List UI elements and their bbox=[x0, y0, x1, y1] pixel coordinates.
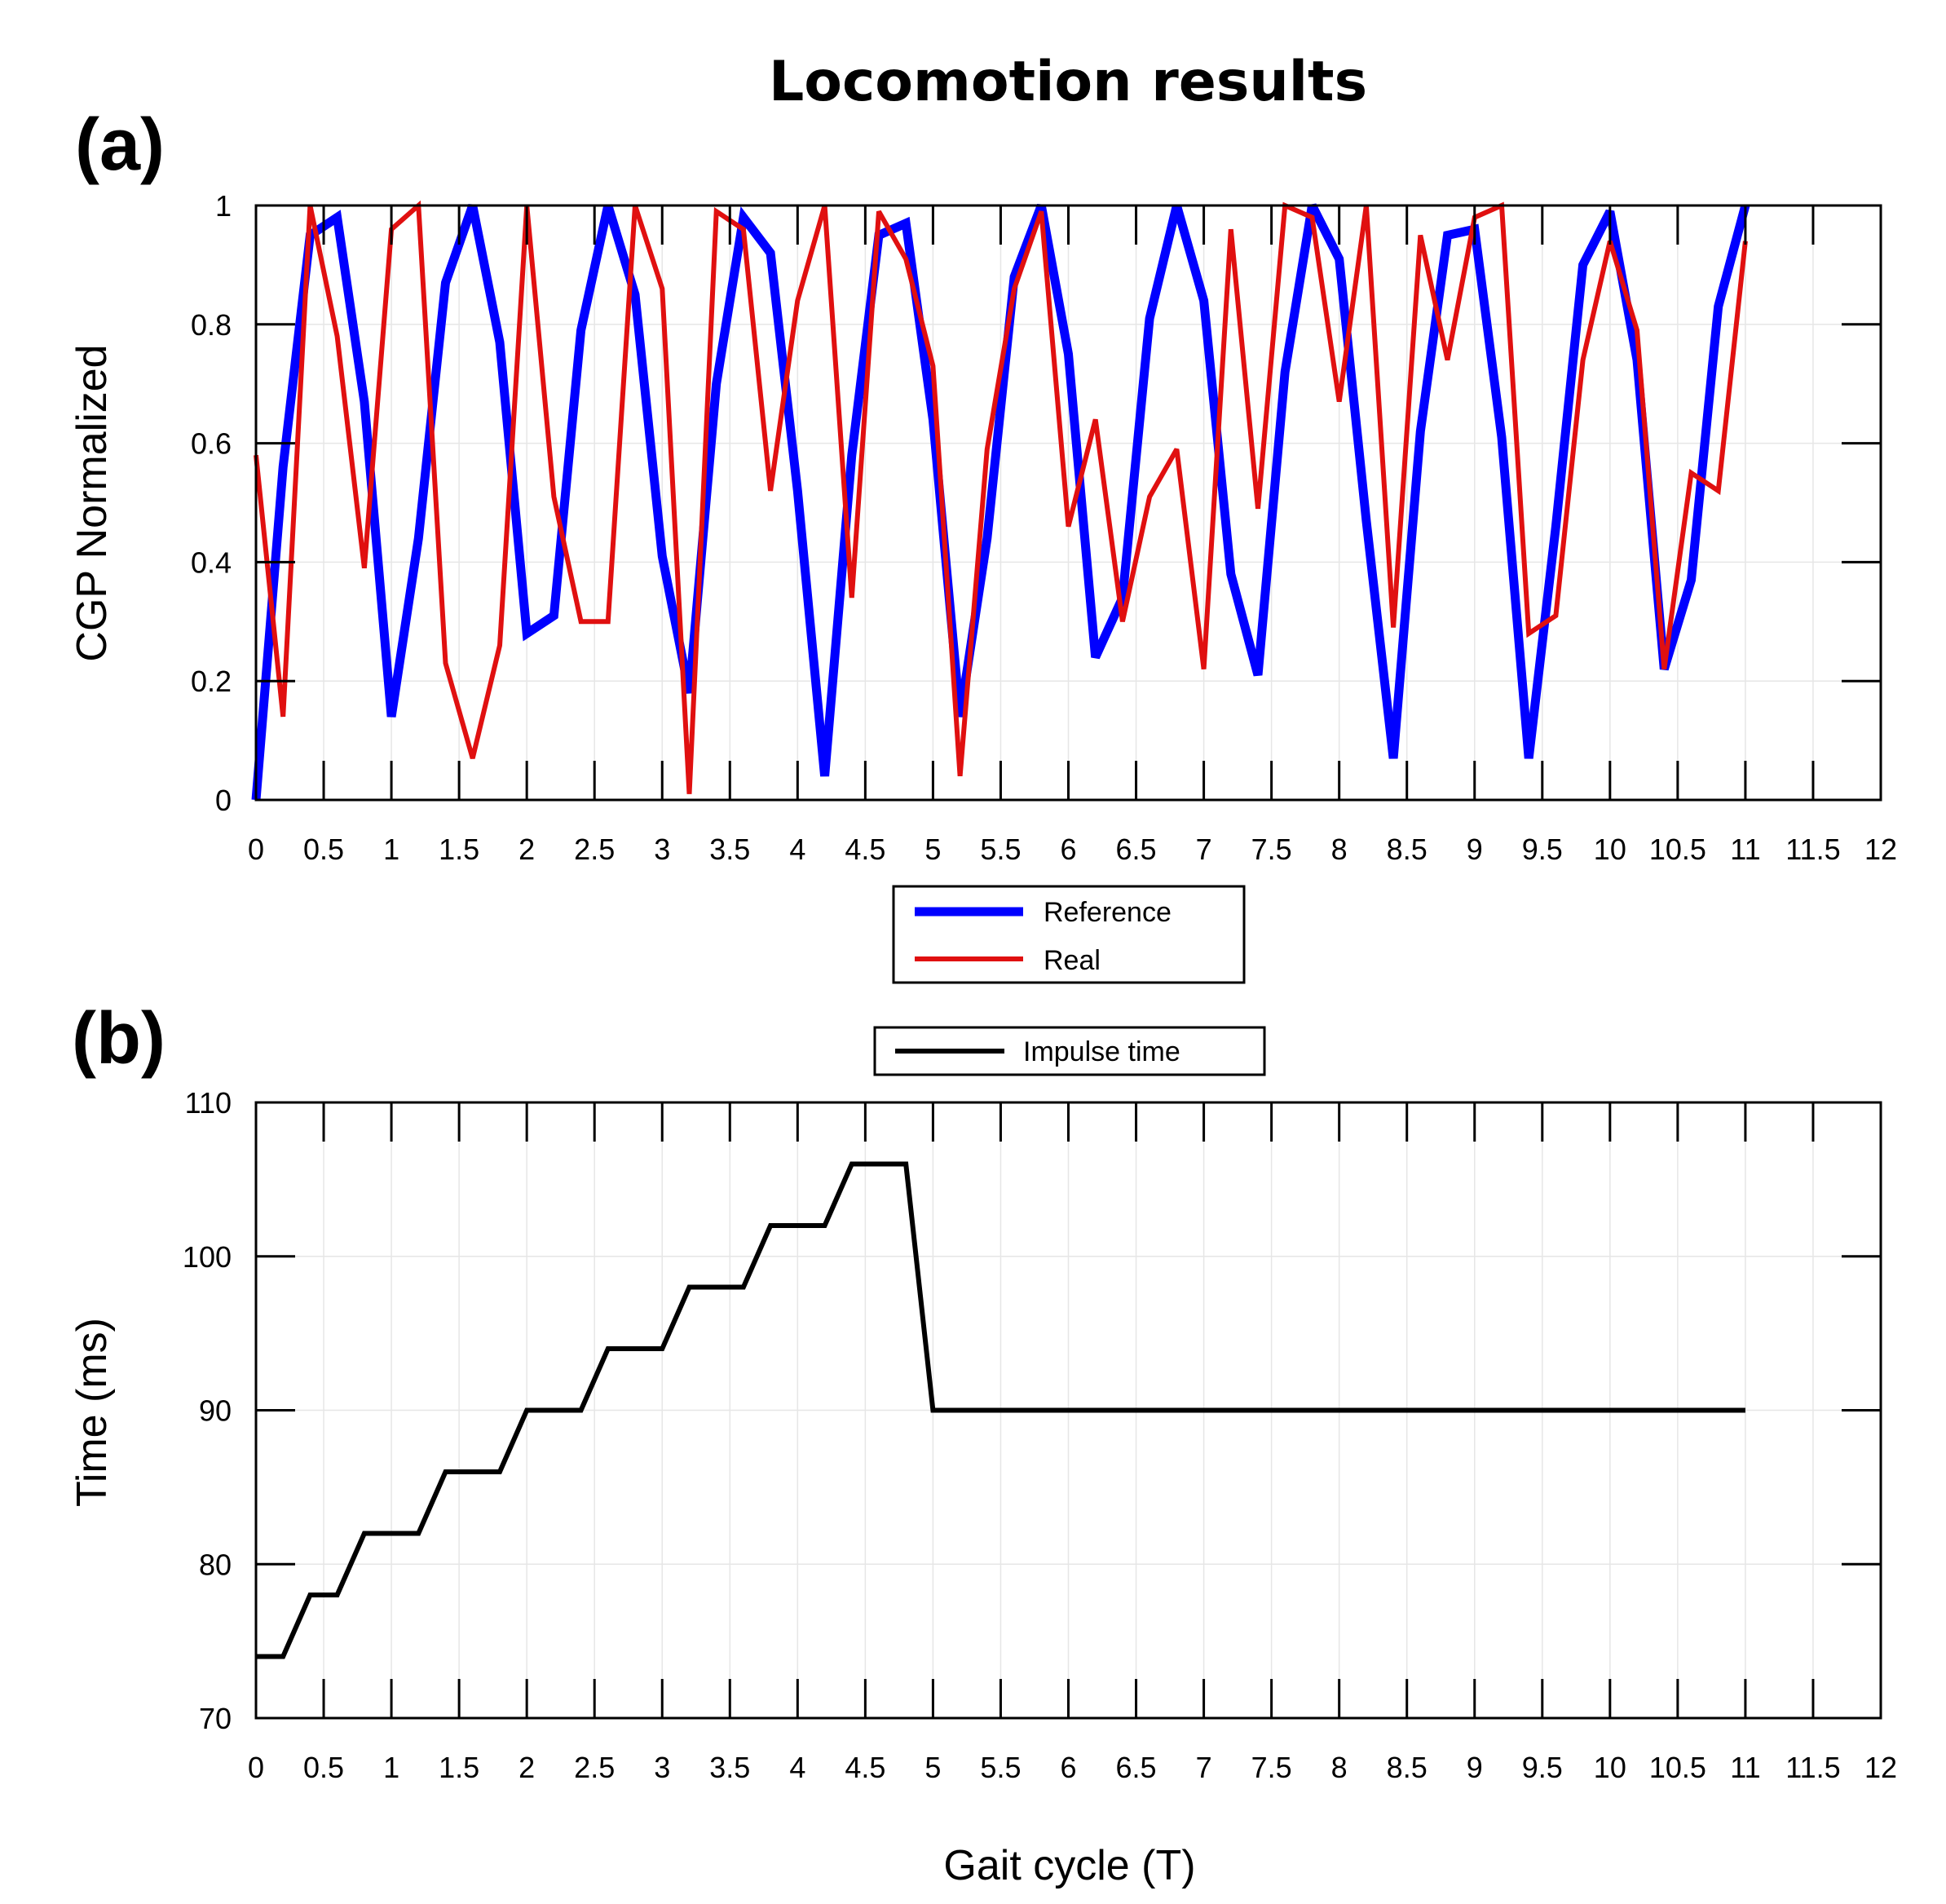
panel-a-x-tick-label: 6.5 bbox=[1116, 833, 1157, 866]
panel-b-x-tick-label: 10.5 bbox=[1649, 1751, 1706, 1784]
panel-b-series bbox=[256, 1161, 1745, 1659]
panel-a-x-tick-label: 9.5 bbox=[1522, 833, 1563, 866]
panel-b-y-axis-label: Time (ms) bbox=[68, 1318, 116, 1507]
panel-a-x-tick-label: 8 bbox=[1331, 833, 1348, 866]
series-line-reference bbox=[251, 203, 1750, 801]
panel-a-legend-box bbox=[892, 885, 1246, 984]
legend-label-reference: Reference bbox=[1044, 897, 1172, 928]
panel-a-x-tick-label: 6 bbox=[1060, 833, 1076, 866]
panel-a-x-tick-label: 0.5 bbox=[303, 833, 344, 866]
panel-a-y-tick-label: 0.4 bbox=[191, 546, 232, 579]
panel-b-x-tick-label: 5 bbox=[924, 1751, 941, 1784]
panel-b-y-tick-label: 100 bbox=[183, 1240, 232, 1274]
panel-a-y-tick-label: 0.6 bbox=[191, 427, 232, 461]
panel-b-frame bbox=[254, 1101, 1882, 1720]
panel-a-x-tick-label: 4.5 bbox=[845, 833, 885, 866]
panel-b-x-tick-label: 2.5 bbox=[574, 1751, 615, 1784]
panel-b-x-tick-label: 0.5 bbox=[303, 1751, 344, 1784]
panel-b-x-tick-label: 8 bbox=[1331, 1751, 1348, 1784]
panel-b-x-tick-label: 4.5 bbox=[845, 1751, 885, 1784]
panel-b-ticks: 0 0.5 1 1.5 2 2.5 3 3.5 4 4.5 5 5.5 6 6.5 7 7.5 8 8.5 9 9.5… bbox=[183, 1086, 1897, 1784]
panel-b-x-tick-label: 1 bbox=[383, 1751, 399, 1784]
panel-a-y-tick-label: 0.8 bbox=[191, 308, 232, 342]
panel-a-x-tick-label: 3 bbox=[654, 833, 670, 866]
panel-b-x-tick-label: 5.5 bbox=[980, 1751, 1021, 1784]
panel-a-x-tick-label: 3.5 bbox=[709, 833, 750, 866]
panel-b-x-tick-label: 0 bbox=[248, 1751, 264, 1784]
panel-a-x-tick-label: 11 bbox=[1730, 833, 1760, 866]
panel-a-y-tick-label: 1 bbox=[215, 189, 232, 223]
panel-a-x-tick-label: 4 bbox=[789, 833, 805, 866]
panel-b-x-tick-label: 12 bbox=[1864, 1751, 1897, 1784]
panel-a-x-tick-label: 8.5 bbox=[1387, 833, 1428, 866]
panel-a-x-tick-label: 1 bbox=[383, 833, 399, 866]
panel-a-x-tick-label: 5 bbox=[924, 833, 941, 866]
panel-b: (b) Impulse time 0 0.5 1 1.5 2 2.5 3 3.5 4 4.5 5 5.… bbox=[68, 998, 1897, 1889]
panel-a: (a) 0 0.5 1 1.5 2 2.5 3 3.5 4 4.5 5 5.5 6 6.5 7 7.5 8 8.5… bbox=[68, 104, 1897, 984]
panel-b-x-tick-label: 6.5 bbox=[1116, 1751, 1157, 1784]
panel-b-y-tick-label: 110 bbox=[185, 1086, 232, 1120]
panel-b-x-tick-label: 2 bbox=[518, 1751, 535, 1784]
panel-a-label: (a) bbox=[75, 104, 165, 186]
panel-b-x-tick-label: 3.5 bbox=[709, 1751, 750, 1784]
panel-a-x-tick-label: 1.5 bbox=[439, 833, 479, 866]
legend-label-real: Real bbox=[1044, 945, 1101, 976]
panel-a-x-tick-label: 7 bbox=[1196, 833, 1212, 866]
panel-a-series bbox=[251, 200, 1750, 801]
panel-b-label: (b) bbox=[72, 998, 165, 1080]
panel-b-x-tick-label: 11.5 bbox=[1785, 1751, 1840, 1784]
panel-a-y-axis-label: CGP Normalized bbox=[68, 344, 116, 661]
panel-b-x-tick-label: 3 bbox=[654, 1751, 670, 1784]
panel-a-x-tick-label: 9 bbox=[1467, 833, 1483, 866]
panel-b-y-tick-label: 90 bbox=[199, 1394, 232, 1428]
panel-b-y-tick-label: 70 bbox=[199, 1702, 232, 1735]
series-line-impulse-time bbox=[256, 1161, 1745, 1659]
panel-b-x-tick-label: 9 bbox=[1467, 1751, 1483, 1784]
panel-b-x-tick-label: 7 bbox=[1196, 1751, 1212, 1784]
panel-a-x-tick-label: 0 bbox=[248, 833, 264, 866]
panel-b-x-tick-label: 7.5 bbox=[1251, 1751, 1292, 1784]
panel-b-x-tick-label: 1.5 bbox=[439, 1751, 479, 1784]
panel-a-x-tick-label: 7.5 bbox=[1251, 833, 1292, 866]
panel-b-y-tick-label: 80 bbox=[199, 1548, 232, 1581]
legend-label-impulse-time: Impulse time bbox=[1023, 1036, 1180, 1067]
panel-a-x-tick-label: 10.5 bbox=[1649, 833, 1706, 866]
panel-a-ticks: 0 0.5 1 1.5 2 2.5 3 3.5 4 4.5 5 5.5 6 6.5 7 7.5 8 8.5 9 9.5… bbox=[191, 189, 1897, 866]
panel-a-x-tick-label: 2.5 bbox=[574, 833, 615, 866]
series-line-real bbox=[254, 200, 1748, 794]
panel-b-x-axis-label: Gait cycle (T) bbox=[943, 1842, 1195, 1889]
panel-b-x-tick-label: 4 bbox=[789, 1751, 805, 1784]
panel-a-frame bbox=[254, 204, 1882, 802]
panel-a-y-tick-label: 0.2 bbox=[191, 665, 232, 698]
panel-a-x-tick-label: 11.5 bbox=[1785, 833, 1840, 866]
panel-b-x-tick-label: 8.5 bbox=[1387, 1751, 1428, 1784]
panel-b-x-tick-label: 11 bbox=[1730, 1751, 1760, 1784]
panel-b-x-tick-label: 10 bbox=[1594, 1751, 1626, 1784]
panel-b-x-tick-label: 9.5 bbox=[1522, 1751, 1563, 1784]
panel-b-x-tick-label: 6 bbox=[1060, 1751, 1076, 1784]
panel-a-legend: Reference Real bbox=[892, 885, 1246, 984]
panel-a-y-tick-label: 0 bbox=[215, 784, 232, 817]
panel-a-x-tick-label: 2 bbox=[518, 833, 535, 866]
panel-a-x-tick-label: 10 bbox=[1594, 833, 1626, 866]
figure-title: Locomotion results bbox=[769, 50, 1367, 114]
panel-a-x-tick-label: 5.5 bbox=[980, 833, 1021, 866]
panel-a-x-tick-label: 12 bbox=[1864, 833, 1897, 866]
panel-b-legend: Impulse time bbox=[873, 1026, 1266, 1076]
